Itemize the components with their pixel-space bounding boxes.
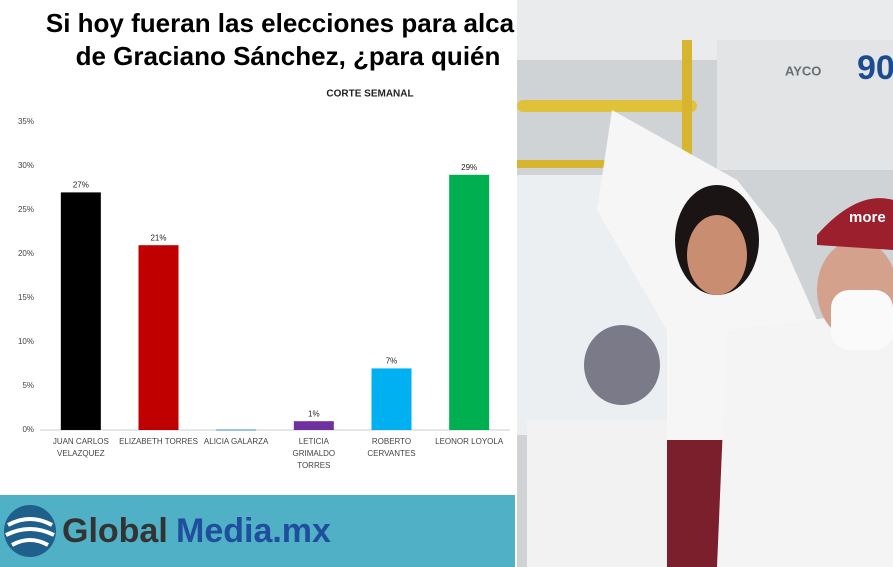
x-tick-label: LETICIA xyxy=(299,437,330,446)
passenger-head xyxy=(584,325,660,405)
logo-text: Media.mx xyxy=(176,512,331,550)
x-tick-label: CERVANTES xyxy=(367,449,415,458)
x-tick-label: VELAZQUEZ xyxy=(57,449,105,458)
chart-title: Si hoy fueran las elecciones para alca xyxy=(46,8,515,38)
passenger-shirt xyxy=(527,420,687,567)
bus-brand: AYCO xyxy=(785,63,821,78)
x-tick-label: TORRES xyxy=(297,461,330,470)
y-tick-label: 30% xyxy=(18,161,34,170)
value-label: 29% xyxy=(461,163,477,172)
bar xyxy=(293,421,334,430)
bar xyxy=(138,245,179,430)
x-tick-label: ELIZABETH TORRES xyxy=(119,437,198,446)
chart-title: de Graciano Sánchez, ¿para quién xyxy=(76,41,501,71)
photo: 903 AYCO more xyxy=(517,0,893,567)
y-tick-label: 35% xyxy=(18,117,34,126)
x-tick-label: ALICIA GALARZA xyxy=(204,437,269,446)
value-label: 21% xyxy=(150,233,166,242)
y-tick-label: 5% xyxy=(22,381,34,390)
man-shirt xyxy=(717,310,893,567)
value-label: 7% xyxy=(386,357,398,366)
pole xyxy=(682,40,692,190)
cap-text: more xyxy=(849,209,886,226)
x-tick-label: GRIMALDO xyxy=(292,449,335,458)
logo: Global Media.mx xyxy=(4,505,331,557)
woman-face xyxy=(687,215,747,295)
y-tick-label: 10% xyxy=(18,337,34,346)
chart: Si hoy fueran las elecciones para alca d… xyxy=(18,8,515,470)
panel xyxy=(717,40,893,170)
man-cap xyxy=(817,198,893,250)
y-tick-label: 15% xyxy=(18,293,34,302)
chart-subtitle: CORTE SEMANAL xyxy=(326,89,413,100)
value-label: 1% xyxy=(308,409,320,418)
x-tick-label: JUAN CARLOS xyxy=(53,437,109,446)
banner: Global Media.mx xyxy=(0,495,515,567)
y-tick-label: 0% xyxy=(22,425,34,434)
y-tick-label: 20% xyxy=(18,249,34,258)
logo-text: Global xyxy=(62,512,168,550)
woman-shirt xyxy=(597,110,817,480)
man-mask xyxy=(831,290,893,350)
bar xyxy=(449,174,490,430)
x-tick-label: LEONOR LOYOLA xyxy=(435,437,504,446)
bar xyxy=(371,368,412,430)
handrail xyxy=(517,100,697,112)
bar xyxy=(216,429,257,431)
logo-swoosh xyxy=(5,517,55,547)
bus-number: 903 xyxy=(857,49,893,87)
x-tick-label: ROBERTO xyxy=(372,437,411,446)
y-tick-label: 25% xyxy=(18,205,34,214)
bar xyxy=(60,192,101,430)
value-label: 27% xyxy=(73,181,89,190)
